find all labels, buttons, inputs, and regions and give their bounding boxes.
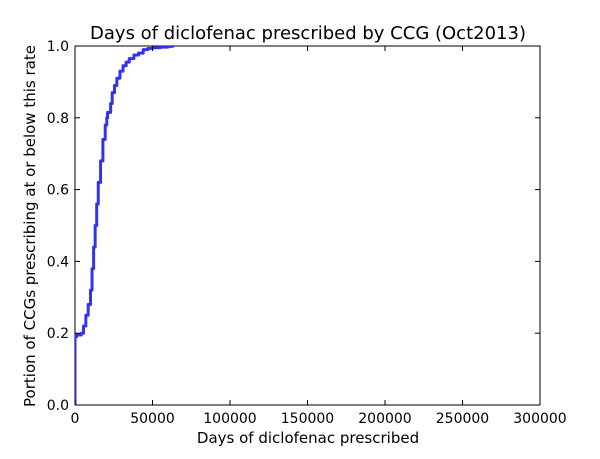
x-axis: 0 50000 100000 150000 200000 250000 300000 xyxy=(71,46,567,427)
x-tick-label: 100000 xyxy=(203,411,256,427)
y-tick-label: 0.6 xyxy=(47,183,69,199)
y-tick-label: 0.8 xyxy=(47,111,69,127)
y-tick-label: 0.0 xyxy=(47,398,69,414)
plot-area xyxy=(74,45,541,406)
cdf-series-line xyxy=(75,46,175,405)
y-tick-label: 0.2 xyxy=(47,326,69,342)
y-axis-label: Portion of CCGs prescribing at or below … xyxy=(21,45,39,407)
x-tick-label: 50000 xyxy=(130,411,175,427)
x-tick-label: 150000 xyxy=(281,411,334,427)
x-tick-label: 250000 xyxy=(436,411,489,427)
x-tick-label: 300000 xyxy=(513,411,566,427)
chart-title: Days of diclofenac prescribed by CCG (Oc… xyxy=(90,23,526,44)
y-tick-label: 0.4 xyxy=(47,254,69,270)
y-tick-label: 1.0 xyxy=(47,39,69,55)
x-tick-label: 200000 xyxy=(358,411,411,427)
x-tick-label: 0 xyxy=(71,411,80,427)
y-axis: 0.0 0.2 0.4 0.6 0.8 1.0 xyxy=(47,39,540,414)
x-axis-label: Days of diclofenac prescribed xyxy=(197,429,419,447)
plot-frame xyxy=(74,45,541,406)
